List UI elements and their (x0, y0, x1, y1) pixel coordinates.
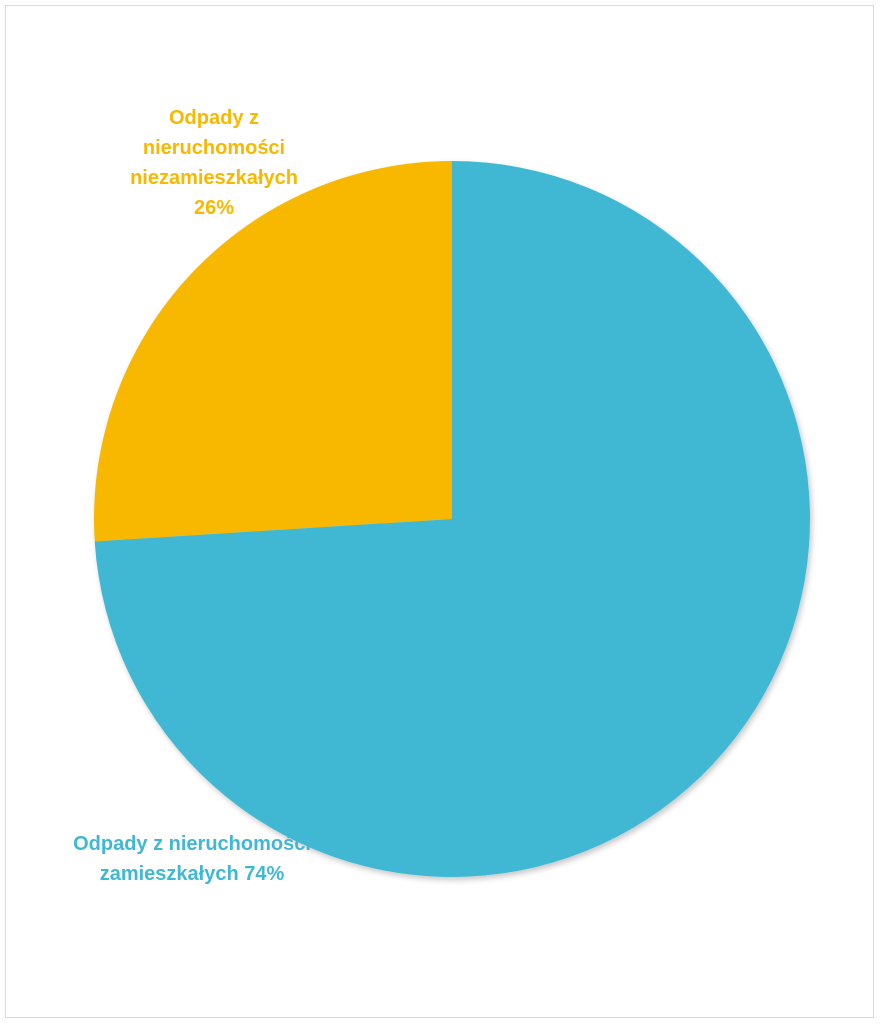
pie-slice-non-residential (93, 161, 453, 542)
pie-label-line: 26% (194, 197, 234, 219)
pie-label-line: nieruchomości (143, 137, 285, 159)
pie-label-residential: Odpady z nieruchomości zamieszkałych 74% (73, 833, 311, 885)
pie-label-line: zamieszkałych 74% (100, 863, 285, 885)
pie-labels: Odpady z nieruchomości niezamieszkałych 26%… (73, 107, 311, 885)
pie-label-non-residential: Odpady z nieruchomości niezamieszkałych 26% (130, 107, 298, 219)
pie-label-line: Odpady z nieruchomości (73, 833, 311, 855)
pie-label-line: Odpady z (169, 107, 259, 129)
pie-slice-residential (94, 161, 811, 878)
pie-label-line: niezamieszkałych (130, 167, 298, 189)
pie-slices (93, 161, 811, 878)
